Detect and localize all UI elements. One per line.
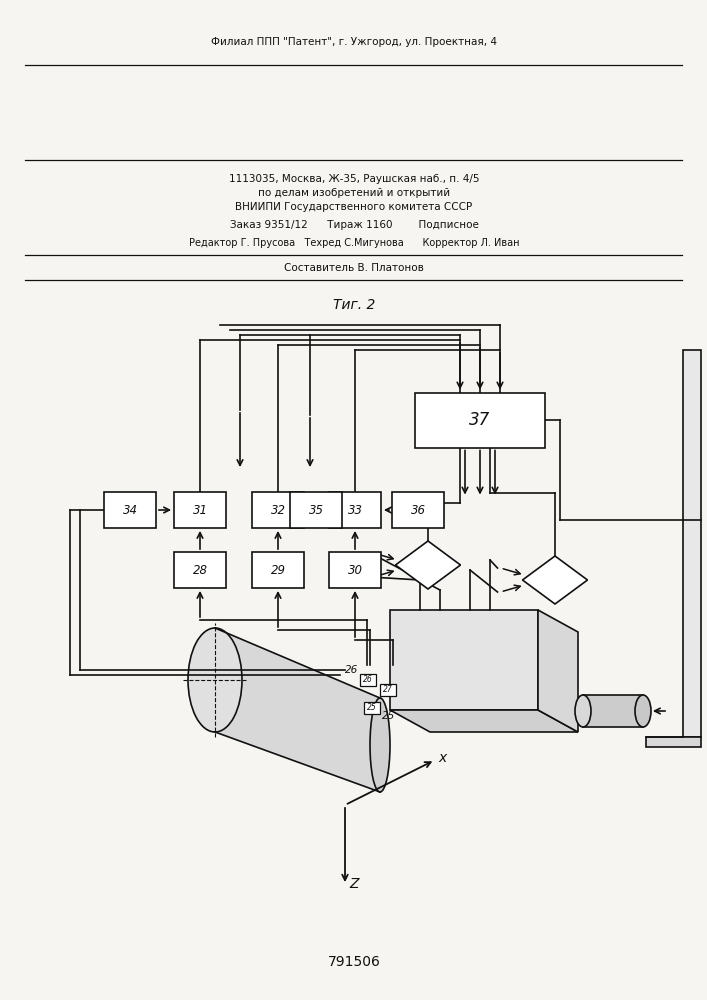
Bar <box>583 695 643 727</box>
Text: 32: 32 <box>271 504 286 516</box>
Bar <box>252 552 304 588</box>
Ellipse shape <box>188 628 242 732</box>
Text: Заказ 9351/12      Тираж 1160        Подписное: Заказ 9351/12 Тираж 1160 Подписное <box>230 220 479 230</box>
Text: ВНИИПИ Государственного комитета СССР: ВНИИПИ Государственного комитета СССР <box>235 202 472 212</box>
Bar <box>683 350 701 737</box>
Text: 27: 27 <box>398 687 411 697</box>
Bar <box>646 737 701 747</box>
Bar <box>329 492 381 528</box>
Bar <box>104 492 156 528</box>
Ellipse shape <box>635 695 651 727</box>
Text: Z: Z <box>349 877 358 891</box>
Bar <box>360 674 376 686</box>
Polygon shape <box>395 541 460 589</box>
Bar <box>380 684 396 696</box>
Text: 36: 36 <box>411 504 426 516</box>
Polygon shape <box>390 710 578 732</box>
Bar <box>252 492 304 528</box>
Text: 27: 27 <box>383 686 393 694</box>
Polygon shape <box>215 628 380 792</box>
Text: 25: 25 <box>367 704 377 712</box>
Text: 791506: 791506 <box>327 955 380 969</box>
Text: Составитель В. Платонов: Составитель В. Платонов <box>284 263 424 273</box>
Text: 31: 31 <box>192 504 207 516</box>
Bar <box>392 492 444 528</box>
Bar <box>174 492 226 528</box>
Bar <box>329 552 381 588</box>
Text: Филиал ППП "Патент", г. Ужгород, ул. Проектная, 4: Филиал ППП "Патент", г. Ужгород, ул. Про… <box>211 37 497 47</box>
Bar <box>364 702 380 714</box>
Text: 1113035, Москва, Ж-35, Раушская наб., п. 4/5: 1113035, Москва, Ж-35, Раушская наб., п.… <box>229 174 479 184</box>
Text: 30: 30 <box>348 564 363 576</box>
Polygon shape <box>538 610 578 732</box>
Text: x: x <box>438 751 446 765</box>
Text: Τиг. 2: Τиг. 2 <box>333 298 375 312</box>
Polygon shape <box>522 556 588 604</box>
Text: 28: 28 <box>192 564 207 576</box>
Text: 26: 26 <box>345 665 358 675</box>
Bar <box>290 492 342 528</box>
Text: Редактор Г. Прусова   Техред С.Мигунова      Корректор Л. Иван: Редактор Г. Прусова Техред С.Мигунова Ко… <box>189 238 519 248</box>
Text: 29: 29 <box>271 564 286 576</box>
Text: 37: 37 <box>469 411 491 429</box>
Text: 33: 33 <box>348 504 363 516</box>
Text: 34: 34 <box>122 504 137 516</box>
Bar <box>174 552 226 588</box>
Ellipse shape <box>575 695 591 727</box>
Text: 25: 25 <box>382 711 395 721</box>
Ellipse shape <box>370 698 390 792</box>
Text: 35: 35 <box>308 504 324 516</box>
Bar <box>415 392 545 448</box>
Text: по делам изобретений и открытий: по делам изобретений и открытий <box>258 188 450 198</box>
Bar <box>390 610 538 710</box>
Text: 26: 26 <box>363 676 373 684</box>
